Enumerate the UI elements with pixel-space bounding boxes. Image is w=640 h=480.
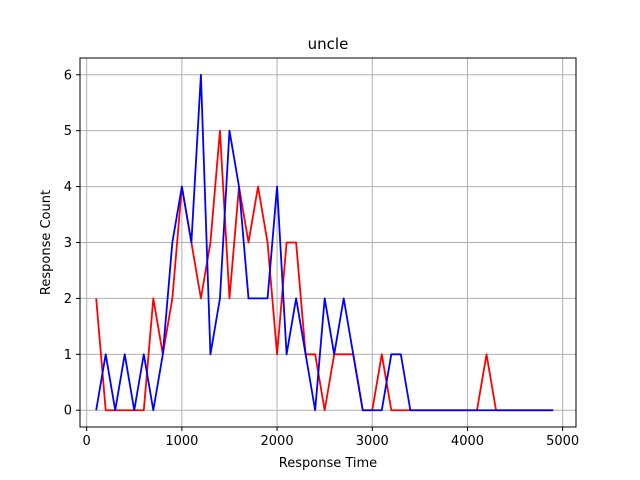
- chart-title: uncle: [308, 35, 349, 53]
- series-layer: [95, 73, 554, 412]
- grid: [80, 58, 576, 427]
- x-tick-label: 2000: [261, 434, 294, 449]
- y-axis-label: Response Count: [39, 190, 54, 295]
- y-tick-label: 6: [64, 68, 72, 83]
- x-tick-label: 5000: [546, 434, 579, 449]
- y-tick-label: 1: [64, 348, 72, 363]
- y-tick-label: 2: [64, 292, 72, 307]
- x-tick-label: 0: [83, 434, 91, 449]
- x-axis-label: Response Time: [279, 456, 377, 471]
- y-tick-label: 3: [64, 236, 72, 251]
- x-tick-label: 3000: [356, 434, 389, 449]
- y-tick-label: 5: [64, 124, 72, 139]
- series-line-2: [95, 73, 554, 412]
- series-line-1: [95, 129, 554, 412]
- x-tick-label: 4000: [451, 434, 484, 449]
- y-tick-label: 4: [64, 180, 72, 195]
- x-tick-label: 1000: [165, 434, 198, 449]
- ticks: 0 1000 2000 3000 4000 5000 0 1 2 3 4 5 6: [64, 68, 579, 449]
- y-tick-label: 0: [64, 404, 72, 419]
